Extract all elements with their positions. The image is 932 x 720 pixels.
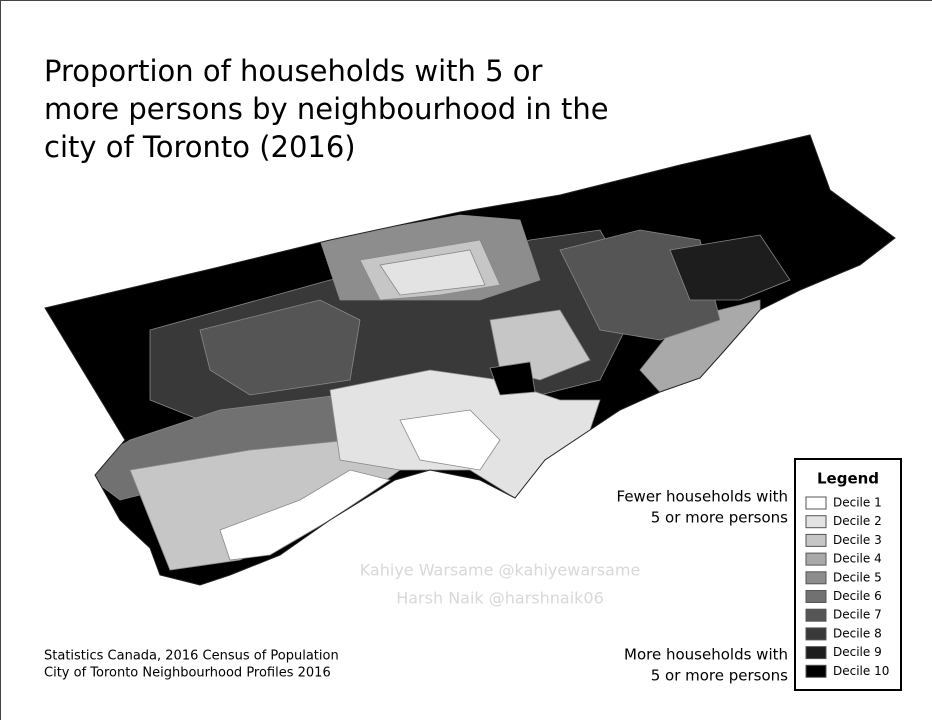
region bbox=[379, 249, 486, 296]
legend-label: Decile 4 bbox=[833, 552, 882, 566]
legend-swatch bbox=[805, 627, 827, 641]
legend: Decile 1 Decile 2 Decile 3 Decile 4 Decile 5… bbox=[805, 496, 889, 678]
annotation: 5 or more persons bbox=[651, 509, 788, 527]
legend-label: Decile 5 bbox=[833, 570, 882, 584]
legend-label: Decile 6 bbox=[833, 589, 882, 603]
source-line: City of Toronto Neighbourhood Profiles 2… bbox=[44, 666, 331, 681]
legend-swatch bbox=[805, 590, 827, 603]
watermark-line: Kahiye Warsame @kahiyewarsame bbox=[360, 561, 641, 580]
legend-swatch bbox=[805, 552, 827, 566]
region bbox=[489, 361, 536, 396]
legend-label: Decile 9 bbox=[833, 645, 882, 659]
legend-label: Decile 7 bbox=[833, 608, 882, 622]
region bbox=[219, 469, 391, 561]
legend-swatch bbox=[805, 496, 827, 510]
legend-label: Decile 10 bbox=[833, 664, 889, 678]
legend-label: Decile 2 bbox=[833, 514, 882, 528]
legend-title: Legend bbox=[817, 470, 879, 488]
legend-swatch bbox=[805, 571, 827, 585]
legend-swatch bbox=[805, 608, 827, 622]
annotation: 5 or more persons bbox=[651, 667, 788, 685]
region bbox=[489, 309, 591, 381]
title-line: Proportion of households with 5 or bbox=[44, 54, 543, 88]
title: Proportion of households with 5 or more p… bbox=[44, 54, 609, 164]
region bbox=[199, 299, 361, 396]
legend-swatch bbox=[805, 533, 827, 547]
title-line: more persons by neighbourhood in the bbox=[44, 92, 609, 126]
watermark-line: Harsh Naik @harshnaik06 bbox=[396, 589, 604, 608]
legend-label: Decile 8 bbox=[833, 626, 882, 640]
annotation: Fewer households with bbox=[617, 488, 788, 506]
region bbox=[399, 409, 501, 471]
legend-swatch bbox=[805, 646, 827, 660]
annotations: Fewer households with 5 or more persons Mo… bbox=[44, 488, 788, 685]
legend-label: Decile 3 bbox=[833, 533, 882, 547]
watermark: Kahiye Warsame @kahiyewarsame Harsh Naik … bbox=[360, 561, 641, 608]
legend-label: Decile 1 bbox=[833, 496, 882, 510]
legend-swatch bbox=[805, 515, 827, 529]
annotation: More households with bbox=[624, 646, 788, 664]
legend-swatch bbox=[805, 664, 827, 678]
title-line: city of Toronto (2016) bbox=[44, 130, 356, 164]
source-line: Statistics Canada, 2016 Census of Popula… bbox=[44, 649, 339, 664]
region bbox=[669, 234, 791, 301]
